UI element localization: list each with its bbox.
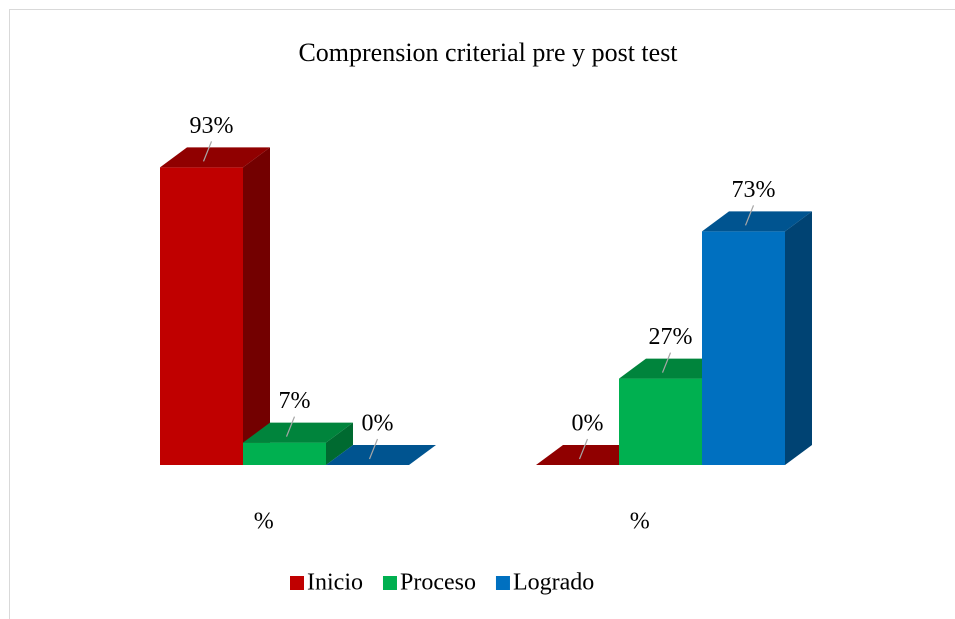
leader-line bbox=[578, 438, 589, 460]
value-label: 0% bbox=[572, 411, 604, 437]
bar-top bbox=[326, 445, 436, 465]
leader-line bbox=[368, 438, 379, 460]
bar-front bbox=[160, 167, 243, 465]
bar-top bbox=[619, 358, 729, 379]
x-tick-label: % bbox=[254, 509, 274, 535]
value-label: 73% bbox=[732, 177, 776, 203]
bar-side bbox=[243, 147, 270, 465]
legend-swatch bbox=[382, 576, 397, 590]
bar-side bbox=[785, 211, 812, 465]
leader-line bbox=[202, 141, 213, 162]
leader-line bbox=[285, 416, 296, 437]
bar-top bbox=[536, 445, 646, 465]
value-label: 27% bbox=[649, 324, 693, 350]
chart-frame bbox=[9, 9, 955, 619]
legend-swatch bbox=[495, 576, 510, 590]
legend-swatch bbox=[290, 576, 304, 590]
value-label: 93% bbox=[190, 113, 234, 139]
bar-top bbox=[160, 147, 270, 168]
value-label: 7% bbox=[279, 388, 311, 414]
value-label: 0% bbox=[362, 411, 394, 437]
leader-line bbox=[661, 352, 672, 373]
bar-front bbox=[702, 231, 785, 465]
chart-title: Comprension criterial pre y post test bbox=[298, 38, 678, 67]
leader-line bbox=[744, 205, 755, 226]
bar-top bbox=[243, 422, 353, 443]
x-tick-label: % bbox=[630, 509, 650, 535]
bar-front bbox=[243, 442, 326, 465]
legend-label: Logrado bbox=[513, 570, 594, 596]
legend-label: Proceso bbox=[400, 570, 476, 596]
bar-front bbox=[619, 378, 702, 465]
bar-side bbox=[326, 422, 353, 465]
legend-label: Inicio bbox=[307, 570, 363, 596]
bar-top bbox=[702, 211, 812, 232]
